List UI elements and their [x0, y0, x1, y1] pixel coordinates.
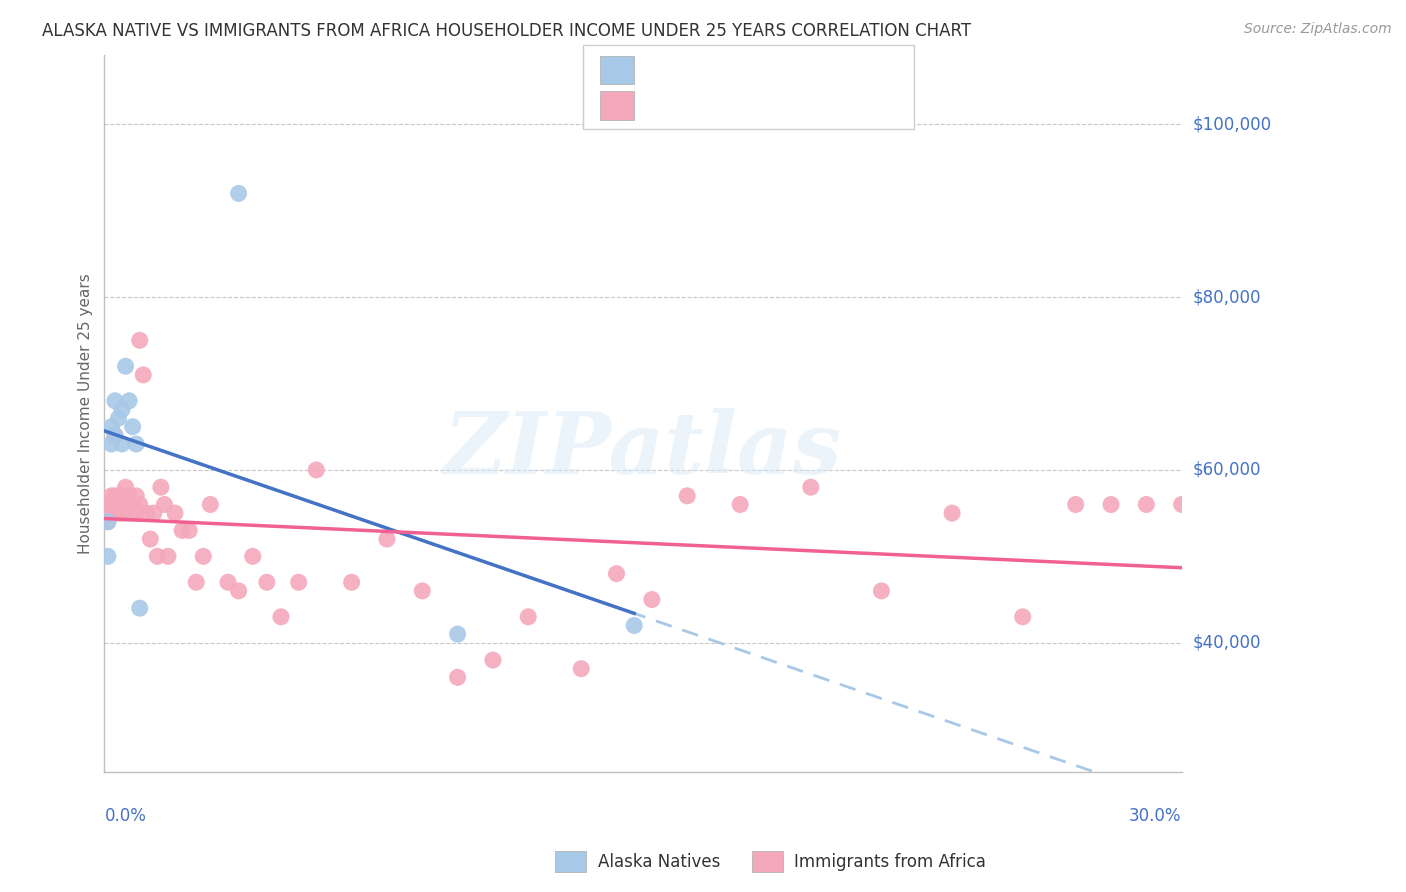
Point — [1135, 498, 1157, 512]
Point — [97, 498, 120, 512]
Point — [375, 532, 398, 546]
Point — [107, 411, 129, 425]
Point — [228, 186, 250, 201]
Point — [125, 489, 148, 503]
Point — [200, 498, 222, 512]
Point — [305, 463, 328, 477]
Point — [139, 532, 162, 546]
Text: Source: ZipAtlas.com: Source: ZipAtlas.com — [1244, 22, 1392, 37]
Point — [97, 515, 120, 529]
Point — [242, 549, 264, 564]
Point — [1170, 498, 1192, 512]
Point — [800, 480, 823, 494]
Point — [142, 506, 165, 520]
Point — [100, 489, 122, 503]
Point — [163, 506, 186, 520]
Text: 30.0%: 30.0% — [1129, 807, 1181, 825]
Text: $100,000: $100,000 — [1192, 115, 1271, 133]
Point — [676, 489, 699, 503]
Point — [118, 498, 141, 512]
Point — [228, 583, 250, 598]
Point — [186, 575, 208, 590]
Point — [118, 393, 141, 408]
Point — [179, 524, 201, 538]
Text: 0.0%: 0.0% — [104, 807, 146, 825]
Text: Immigrants from Africa: Immigrants from Africa — [794, 853, 986, 871]
Point — [153, 498, 176, 512]
Point — [728, 498, 751, 512]
Point — [111, 402, 134, 417]
Point — [482, 653, 505, 667]
Point — [107, 506, 129, 520]
Point — [446, 670, 468, 684]
Point — [270, 610, 292, 624]
Point — [104, 393, 127, 408]
Point — [1064, 498, 1087, 512]
Point — [118, 489, 141, 503]
Point — [118, 506, 141, 520]
Point — [217, 575, 239, 590]
Point — [605, 566, 627, 581]
Point — [340, 575, 363, 590]
Point — [623, 618, 645, 632]
Point — [97, 549, 120, 564]
Point — [569, 662, 592, 676]
Point — [114, 506, 136, 520]
Point — [146, 549, 169, 564]
Point — [135, 506, 157, 520]
Point — [107, 489, 129, 503]
Text: $60,000: $60,000 — [1192, 461, 1261, 479]
Point — [121, 419, 143, 434]
Point — [870, 583, 893, 598]
Text: ALASKA NATIVE VS IMMIGRANTS FROM AFRICA HOUSEHOLDER INCOME UNDER 25 YEARS CORREL: ALASKA NATIVE VS IMMIGRANTS FROM AFRICA … — [42, 22, 972, 40]
Text: ZIPatlas: ZIPatlas — [444, 408, 842, 491]
Point — [128, 601, 150, 615]
Point — [125, 437, 148, 451]
Point — [104, 428, 127, 442]
Point — [114, 480, 136, 494]
Point — [100, 506, 122, 520]
Point — [287, 575, 309, 590]
Point — [100, 437, 122, 451]
Point — [104, 506, 127, 520]
Text: $40,000: $40,000 — [1192, 633, 1261, 652]
Point — [111, 506, 134, 520]
Text: Alaska Natives: Alaska Natives — [598, 853, 720, 871]
Point — [111, 498, 134, 512]
Point — [193, 549, 215, 564]
Point — [104, 428, 127, 442]
Point — [1011, 610, 1033, 624]
Point — [941, 506, 963, 520]
Point — [121, 498, 143, 512]
Point — [121, 506, 143, 520]
Text: R =  0.293   N = 17: R = 0.293 N = 17 — [648, 61, 824, 79]
Point — [411, 583, 433, 598]
Text: $80,000: $80,000 — [1192, 288, 1261, 306]
Point — [111, 437, 134, 451]
Point — [156, 549, 179, 564]
Point — [128, 498, 150, 512]
Point — [172, 524, 194, 538]
Text: R = -0.198   N = 65: R = -0.198 N = 65 — [648, 96, 825, 114]
Point — [446, 627, 468, 641]
Point — [132, 368, 155, 382]
Point — [104, 489, 127, 503]
Point — [97, 515, 120, 529]
Y-axis label: Householder Income Under 25 years: Householder Income Under 25 years — [79, 273, 93, 554]
Point — [100, 498, 122, 512]
Point — [1099, 498, 1122, 512]
Point — [149, 480, 172, 494]
Point — [128, 334, 150, 348]
Point — [641, 592, 664, 607]
Point — [256, 575, 278, 590]
Point — [114, 498, 136, 512]
Point — [125, 506, 148, 520]
Point — [517, 610, 540, 624]
Point — [100, 419, 122, 434]
Point — [114, 359, 136, 374]
Point — [111, 489, 134, 503]
